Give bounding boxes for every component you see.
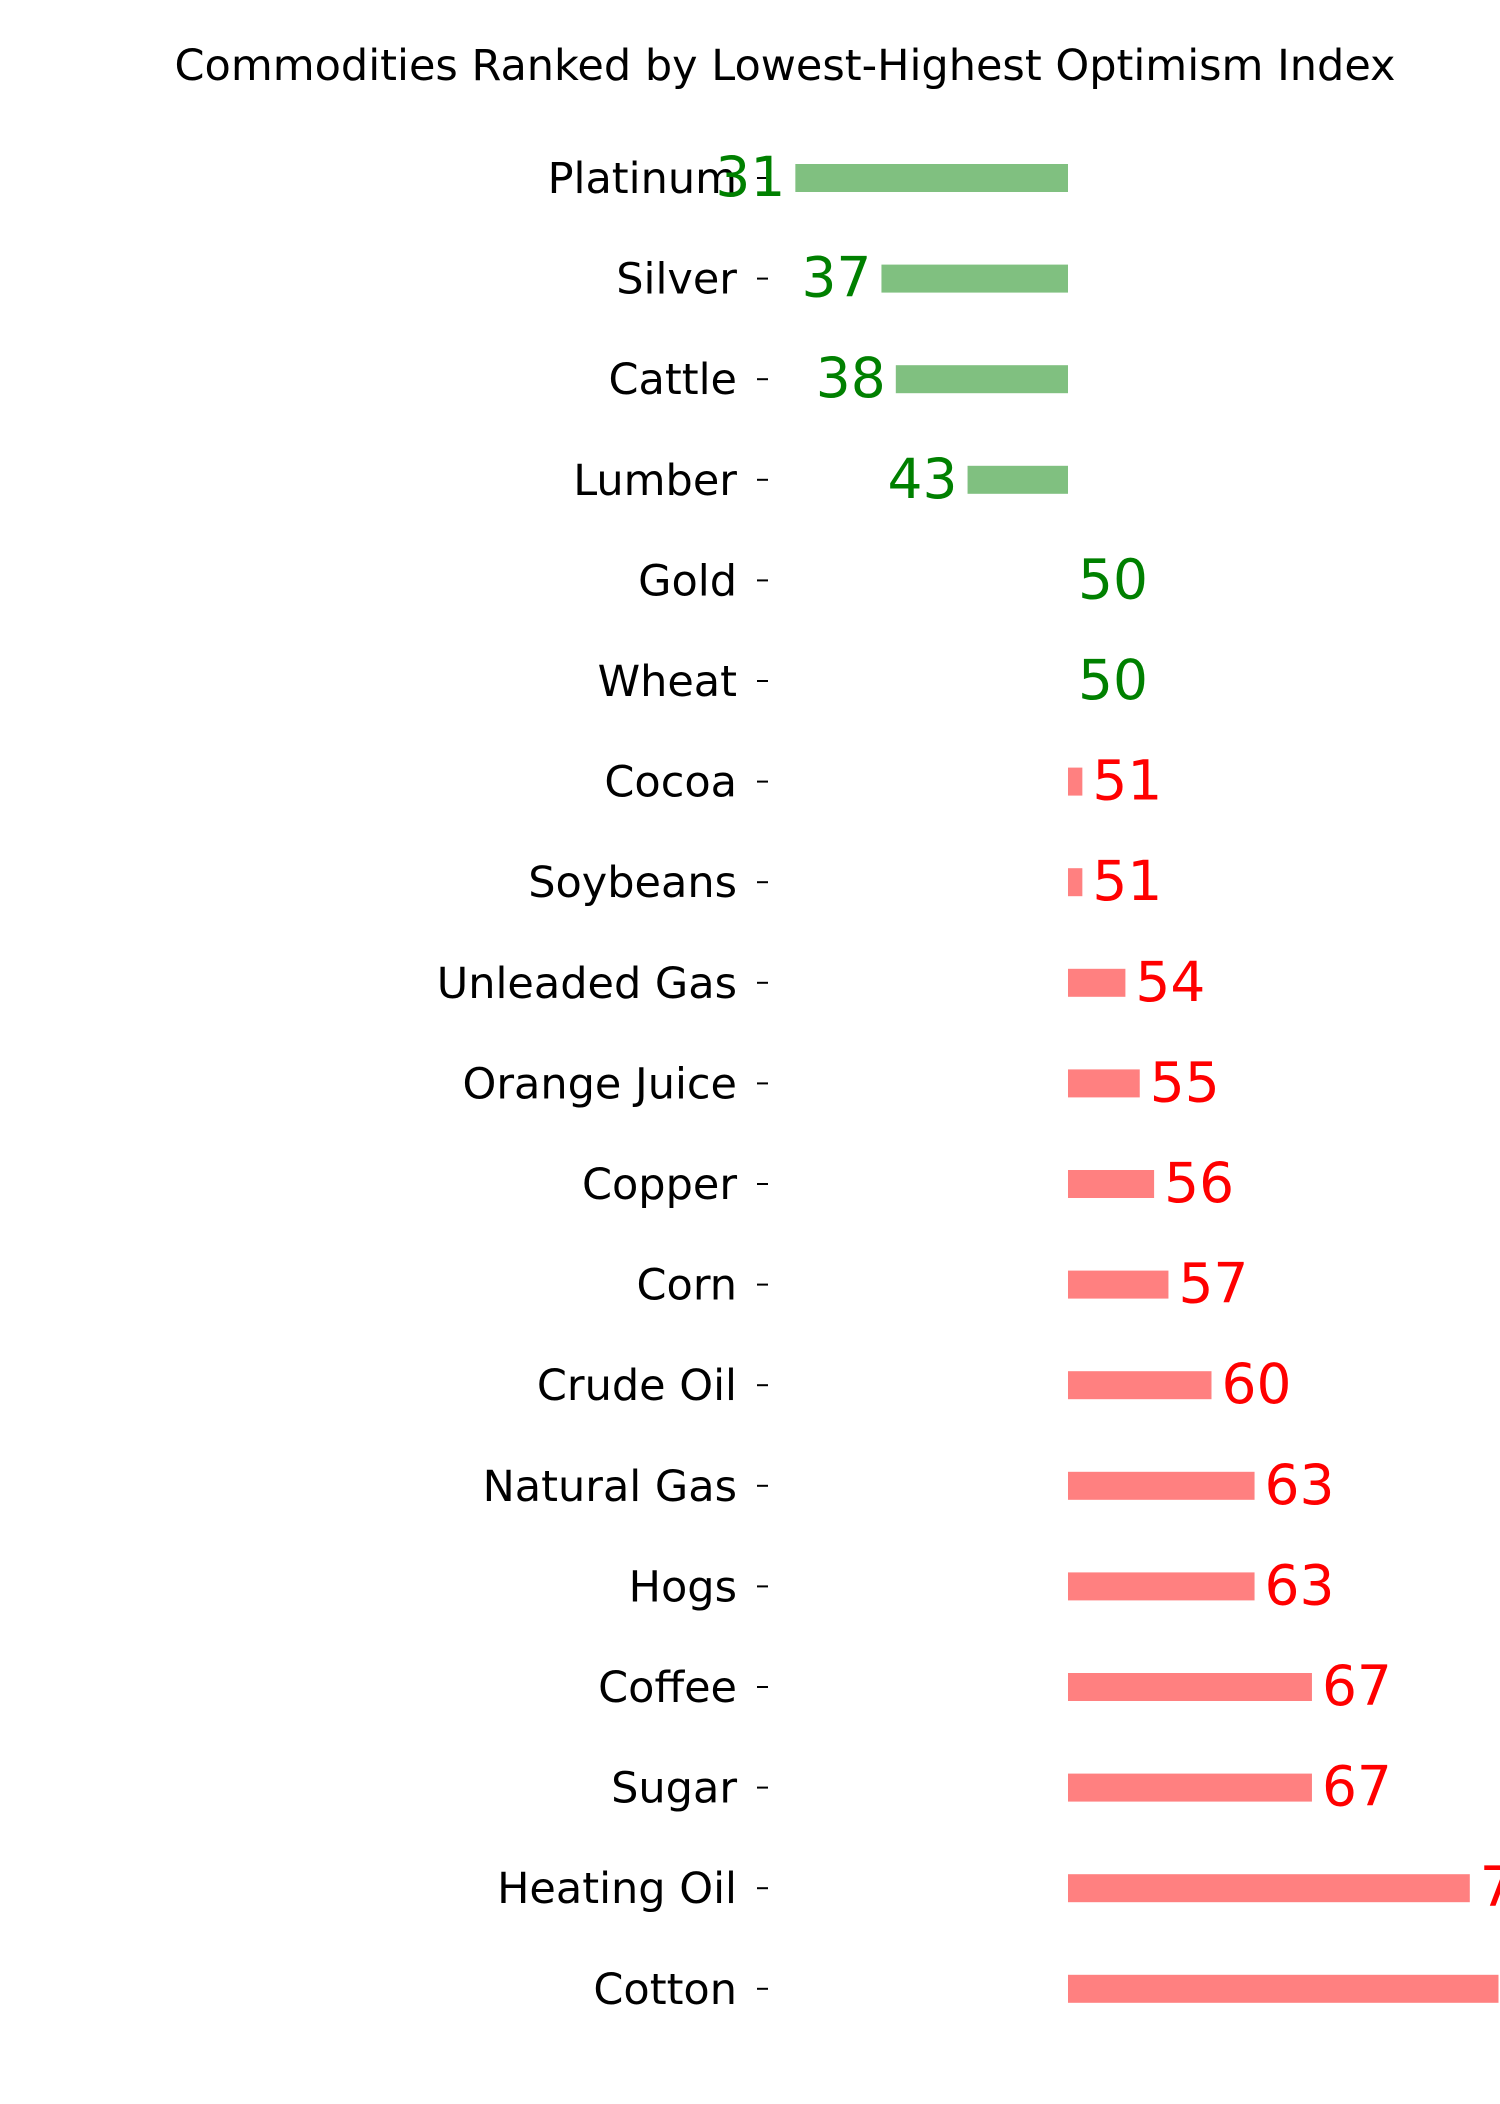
bar-copper (1068, 1170, 1155, 1198)
bar-platinum (795, 164, 1068, 192)
data-label-soybeans: 51 (1092, 849, 1162, 913)
category-label-corn: Corn (636, 1261, 737, 1311)
data-label-lumber: 43 (888, 447, 958, 511)
data-label-cocoa: 51 (1092, 749, 1162, 813)
bar-cattle (895, 365, 1068, 394)
bar-coffee (1068, 1673, 1312, 1701)
bar-orange-juice (1068, 1069, 1140, 1098)
data-label-heating-oil: 78 (1480, 1855, 1500, 1919)
data-label-orange-juice: 55 (1150, 1050, 1220, 1114)
category-label-silver: Silver (616, 255, 737, 305)
data-label-copper: 56 (1164, 1151, 1234, 1215)
category-label-hogs: Hogs (629, 1562, 737, 1612)
category-label-unleaded-gas: Unleaded Gas (437, 959, 737, 1009)
category-label-crude-oil: Crude Oil (537, 1361, 737, 1411)
data-label-gold: 50 (1078, 547, 1148, 611)
bar-hogs (1068, 1572, 1255, 1601)
bar-natural-gas (1068, 1471, 1255, 1500)
category-label-cattle: Cattle (609, 355, 738, 405)
chart-title: Commodities Ranked by Lowest-Highest Opt… (175, 41, 1396, 91)
data-label-silver: 37 (801, 246, 871, 310)
data-label-wheat: 50 (1078, 648, 1148, 712)
bar-soybeans (1068, 868, 1083, 897)
category-label-soybeans: Soybeans (528, 858, 737, 908)
category-label-copper: Copper (582, 1160, 737, 1210)
bar-silver (881, 264, 1068, 293)
bars-layer (795, 164, 1499, 2003)
category-label-platinum: Platinum (548, 154, 737, 204)
data-label-unleaded-gas: 54 (1135, 950, 1205, 1014)
data-label-cattle: 38 (816, 346, 886, 410)
category-label-lumber: Lumber (573, 456, 737, 506)
bar-crude-oil (1068, 1371, 1212, 1400)
category-label-cocoa: Cocoa (604, 758, 737, 808)
bar-sugar (1068, 1773, 1312, 1802)
data-label-coffee: 67 (1322, 1654, 1392, 1718)
data-label-crude-oil: 60 (1222, 1352, 1292, 1416)
category-label-wheat: Wheat (598, 657, 737, 707)
category-label-gold: Gold (638, 556, 737, 606)
data-label-corn: 57 (1178, 1252, 1248, 1316)
bar-cocoa (1068, 767, 1083, 796)
bar-heating-oil (1068, 1874, 1470, 1903)
category-label-cotton: Cotton (593, 1965, 737, 2015)
bar-unleaded-gas (1068, 968, 1126, 997)
bar-cotton (1068, 1974, 1499, 2003)
bar-corn (1068, 1270, 1169, 1299)
data-label-hogs: 63 (1265, 1553, 1335, 1617)
bar-lumber (967, 465, 1068, 494)
category-label-orange-juice: Orange Juice (462, 1059, 737, 1109)
category-label-coffee: Coffee (598, 1663, 737, 1713)
category-label-heating-oil: Heating Oil (497, 1864, 737, 1914)
data-label-natural-gas: 63 (1265, 1453, 1335, 1517)
data-label-sugar: 67 (1322, 1755, 1392, 1819)
category-label-sugar: Sugar (611, 1764, 737, 1814)
category-label-natural-gas: Natural Gas (483, 1462, 737, 1512)
data-label-platinum: 31 (715, 145, 785, 209)
